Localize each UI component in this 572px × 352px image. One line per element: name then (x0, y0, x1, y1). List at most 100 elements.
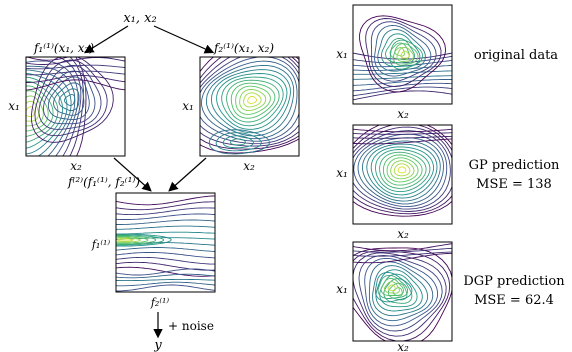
dgp-contour-line (387, 284, 397, 292)
f2-contour-line (116, 195, 215, 206)
contour-panel-f2 (116, 195, 215, 292)
orig-contour-line (353, 70, 452, 75)
orig-contour-line (380, 33, 421, 68)
f21-contour-line (215, 132, 262, 152)
f11-contour-line (47, 76, 90, 121)
caption-gp-mse: MSE = 138 (476, 177, 552, 192)
f2-contour-line (116, 234, 165, 246)
arrow-to-f21 (153, 25, 215, 54)
gp-contour-line (366, 143, 438, 199)
orig-contour-line (353, 79, 452, 86)
panel-frame-gp (352, 124, 453, 225)
caption-original: original data (474, 48, 558, 63)
dgp-contour-line (377, 274, 409, 299)
f21-contour-line (247, 95, 257, 104)
panel-frame-dgp (352, 241, 453, 342)
panel-frame-original (352, 4, 453, 105)
f11-contour-line (43, 70, 96, 125)
orig-contour-line (370, 21, 437, 82)
f2-contour-line (116, 237, 141, 243)
dgp-contour-line (353, 252, 452, 264)
dgp-contour-line (375, 269, 423, 312)
dgp-contour-line (358, 254, 443, 332)
gp-contour-line (386, 157, 419, 183)
axis-x2-gp: x₂ (397, 227, 409, 241)
f11-contour-line (69, 57, 84, 156)
axis-x2-dgp: x₂ (397, 340, 409, 352)
caption-dgp-title: DGP prediction (463, 274, 565, 289)
orig-contour-line (353, 75, 452, 80)
orig-contour-line (365, 18, 442, 88)
axis-x2-f11: x₂ (70, 159, 82, 173)
dgp-contour-line (353, 247, 452, 341)
contour-panel-gp (353, 125, 452, 217)
orig-contour-line (396, 46, 414, 62)
orig-contour-line (374, 24, 432, 77)
f21-contour-line (216, 73, 288, 130)
f11-contour-line (26, 72, 68, 155)
f21-contour-line (201, 60, 298, 140)
gp-contour-line (353, 135, 452, 139)
dgp-contour-line (380, 278, 404, 296)
f11-contour-line (26, 100, 40, 122)
f11-contour-line (30, 57, 114, 143)
dgp-contour-line (374, 271, 413, 303)
f21-contour-line (205, 64, 295, 137)
contour-panel-original (353, 15, 452, 101)
gp-contour-line (353, 130, 451, 210)
panel-frame-f21 (199, 56, 300, 157)
f2-contour-line (116, 213, 215, 220)
f21-contour-line (230, 82, 276, 119)
f2-contour-line (116, 201, 215, 211)
panel-frame-f2 (115, 192, 216, 293)
axis-f1-f2: f₁⁽¹⁾ (91, 238, 111, 251)
dgp-contour-line (353, 252, 447, 337)
f11-contour-line (26, 64, 125, 70)
f21-contour-line (200, 57, 299, 150)
f11-contour-line (26, 70, 125, 76)
f2-contour-line (116, 235, 157, 245)
axis-x2-original: x₂ (397, 107, 409, 121)
gp-contour-line (353, 128, 452, 133)
f2-contour-line (116, 284, 215, 292)
dgp-contour-line (383, 278, 413, 304)
dgp-contour-line (353, 247, 452, 253)
f21-contour-line (243, 92, 262, 108)
f11-contour-line (26, 80, 59, 143)
f11-contour-line (26, 57, 125, 65)
dgp-contour-line (372, 265, 429, 317)
axis-x2-f21: x₂ (243, 159, 255, 173)
orig-contour-line (400, 50, 410, 59)
f21-contour-line (210, 69, 291, 134)
orig-contour-line (385, 37, 415, 64)
f11-contour-line (26, 57, 70, 61)
dgp-contour-line (368, 261, 434, 322)
f21-contour-line (200, 57, 299, 147)
f2-contour-line (116, 268, 215, 276)
axis-x1-f21: x₁ (182, 99, 194, 113)
orig-contour-line (392, 43, 419, 66)
f11-contour-line (64, 94, 76, 106)
axis-x1-original: x₁ (336, 47, 348, 61)
gp-contour-line (390, 160, 415, 180)
f21-contour-line (229, 138, 247, 146)
f21-contour-line (235, 85, 271, 115)
dgp-contour-line (353, 243, 452, 252)
f11-contour-line (34, 59, 108, 137)
dgp-contour-line (353, 251, 452, 257)
caption-gp-title: GP prediction (469, 158, 560, 173)
gp-contour-line (353, 125, 452, 217)
orig-contour-line (353, 86, 452, 97)
orig-contour-line (359, 15, 447, 93)
gp-contour-line (357, 137, 444, 205)
gp-contour-line (397, 166, 407, 174)
input-label: x₁, x₂ (123, 11, 156, 26)
noise-label: + noise (168, 319, 214, 333)
f21-contour-line (226, 79, 280, 123)
f21-label: f₂⁽¹⁾(x₁, x₂) (213, 41, 274, 55)
dgp-contour-line (353, 250, 451, 341)
f21-contour-line (222, 135, 254, 149)
axis-x1-gp: x₁ (336, 166, 348, 180)
contour-panel-f21 (200, 57, 299, 155)
